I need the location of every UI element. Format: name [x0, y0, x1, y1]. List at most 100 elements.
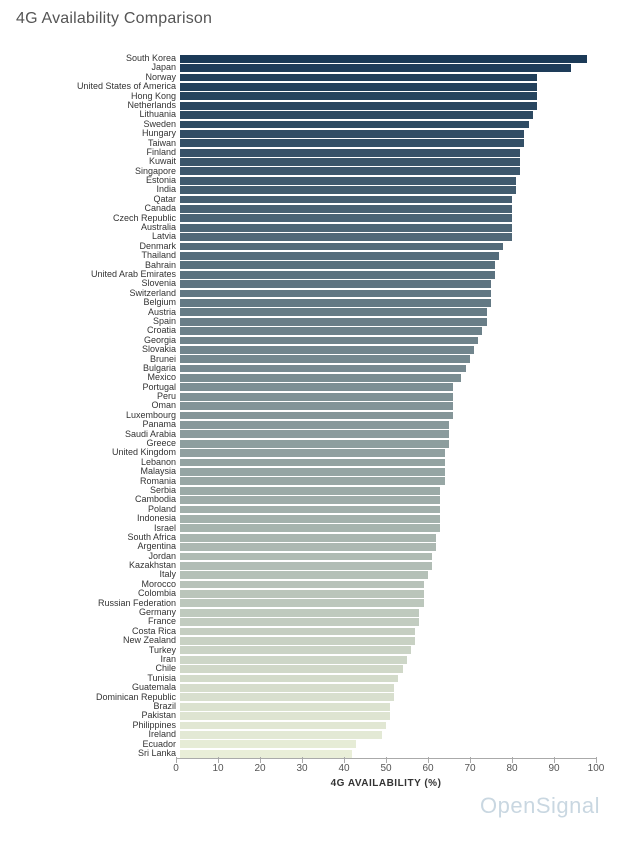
- bar: [180, 92, 537, 100]
- bar-row: Estonia: [0, 176, 618, 185]
- bar-row: Croatia: [0, 326, 618, 335]
- bar: [180, 477, 445, 485]
- bar: [180, 130, 524, 138]
- bar: [180, 487, 440, 495]
- bar: [180, 496, 440, 504]
- x-axis: 01020304050607080901004G AVAILABILITY (%…: [176, 758, 600, 788]
- bar: [180, 722, 386, 730]
- bar: [180, 158, 520, 166]
- bar: [180, 64, 571, 72]
- bar-row: Romania: [0, 477, 618, 486]
- bar: [180, 412, 453, 420]
- bar: [180, 740, 356, 748]
- bar: [180, 449, 445, 457]
- bar-track: [180, 364, 600, 373]
- watermark-light: Signal: [536, 793, 600, 818]
- axis-tick-label: 50: [380, 763, 391, 774]
- bar-row: South Africa: [0, 533, 618, 542]
- bar-row: Brazil: [0, 702, 618, 711]
- axis-tick-label: 70: [464, 763, 475, 774]
- bar-track: [180, 646, 600, 655]
- bar-track: [180, 373, 600, 382]
- bar-track: [180, 411, 600, 420]
- bar: [180, 327, 482, 335]
- bar-row: Mexico: [0, 373, 618, 382]
- bar: [180, 55, 587, 63]
- bar-track: [180, 73, 600, 82]
- axis-tick-label: 40: [338, 763, 349, 774]
- bar: [180, 590, 424, 598]
- bar: [180, 214, 512, 222]
- bar-row: United Kingdom: [0, 448, 618, 457]
- bar-row: Brunei: [0, 355, 618, 364]
- bar-track: [180, 505, 600, 514]
- bar-row: Switzerland: [0, 289, 618, 298]
- bar-row: Philippines: [0, 721, 618, 730]
- bar-row: Austria: [0, 308, 618, 317]
- bar-track: [180, 392, 600, 401]
- bar-track: [180, 664, 600, 673]
- bar: [180, 646, 411, 654]
- bar: [180, 703, 390, 711]
- bar: [180, 693, 394, 701]
- bar: [180, 543, 436, 551]
- bar-row: Israel: [0, 524, 618, 533]
- bar-track: [180, 514, 600, 523]
- bar: [180, 102, 537, 110]
- bar: [180, 271, 495, 279]
- axis-tick-label: 20: [254, 763, 265, 774]
- bar: [180, 731, 382, 739]
- bar-row: Hong Kong: [0, 92, 618, 101]
- bar-row: Dominican Republic: [0, 693, 618, 702]
- watermark-strong: Open: [480, 793, 536, 818]
- bar-track: [180, 120, 600, 129]
- bar-track: [180, 204, 600, 213]
- bar-track: [180, 570, 600, 579]
- bar-track: [180, 261, 600, 270]
- bar-track: [180, 167, 600, 176]
- bar: [180, 506, 440, 514]
- bar-track: [180, 401, 600, 410]
- bar: [180, 599, 424, 607]
- bar-row: Latvia: [0, 232, 618, 241]
- bar-track: [180, 533, 600, 542]
- bar-track: [180, 157, 600, 166]
- bar-row: Kazakhstan: [0, 561, 618, 570]
- bar-row: Sri Lanka: [0, 749, 618, 758]
- bar-row: France: [0, 617, 618, 626]
- bar: [180, 346, 474, 354]
- bar-track: [180, 308, 600, 317]
- bar: [180, 243, 503, 251]
- bar: [180, 177, 516, 185]
- bar-row: Thailand: [0, 251, 618, 260]
- bar-track: [180, 439, 600, 448]
- bar-row: Greece: [0, 439, 618, 448]
- bar: [180, 139, 524, 147]
- bar-track: [180, 683, 600, 692]
- bar-track: [180, 749, 600, 758]
- bar-track: [180, 467, 600, 476]
- chart-area: South KoreaJapanNorwayUnited States of A…: [0, 54, 618, 788]
- bar-row: Taiwan: [0, 139, 618, 148]
- bar-row: Finland: [0, 148, 618, 157]
- bar-track: [180, 740, 600, 749]
- bar: [180, 684, 394, 692]
- bar-row: Kuwait: [0, 157, 618, 166]
- bar-track: [180, 326, 600, 335]
- bar-track: [180, 345, 600, 354]
- bar-row: Oman: [0, 401, 618, 410]
- bar-row: Russian Federation: [0, 599, 618, 608]
- bar-track: [180, 693, 600, 702]
- watermark: OpenSignal: [480, 793, 600, 819]
- bar-row: Guatemala: [0, 683, 618, 692]
- bar: [180, 290, 491, 298]
- bar-track: [180, 655, 600, 664]
- bar-row: Georgia: [0, 336, 618, 345]
- bar-row: Australia: [0, 223, 618, 232]
- bar-row: Lithuania: [0, 110, 618, 119]
- bar-track: [180, 542, 600, 551]
- bar-track: [180, 279, 600, 288]
- bar: [180, 252, 499, 260]
- bar: [180, 318, 487, 326]
- bar-row: Pakistan: [0, 711, 618, 720]
